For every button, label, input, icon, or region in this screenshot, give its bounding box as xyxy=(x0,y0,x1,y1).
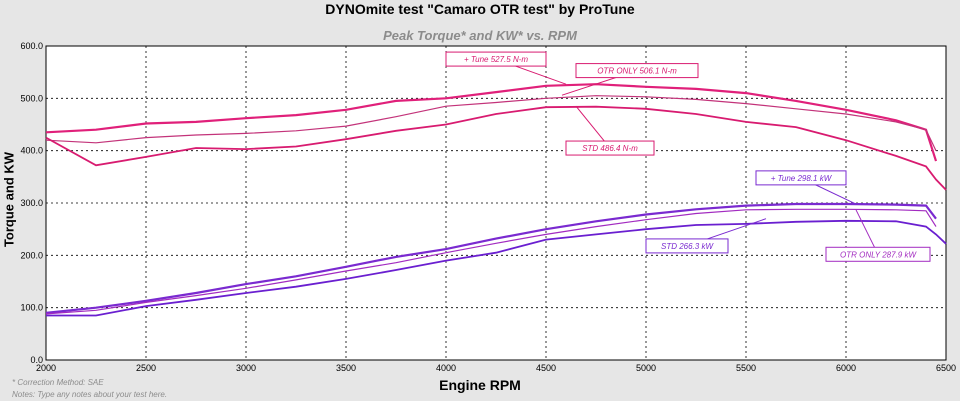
annotation-label: STD 266.3 kW xyxy=(661,242,714,251)
y-tick-label: 600.0 xyxy=(20,41,43,51)
x-tick-label: 5500 xyxy=(736,363,756,373)
annotation-label: + Tune 527.5 N-m xyxy=(464,55,528,64)
series-line-1 xyxy=(45,83,938,162)
annotation-label: OTR ONLY 506.1 N-m xyxy=(597,67,677,76)
series-line-6 xyxy=(46,219,947,317)
annotation-box xyxy=(445,51,547,67)
y-tick-label: 200.0 xyxy=(20,250,43,260)
annotation-label: STD 486.4 N-m xyxy=(582,144,638,153)
annotation-box xyxy=(645,238,729,254)
annotation-label: + Tune 298.1 kW xyxy=(771,174,833,183)
series-line-3 xyxy=(45,105,947,191)
x-axis-label: Engine RPM xyxy=(439,377,521,393)
series-line-5 xyxy=(45,208,937,315)
series-line-2 xyxy=(45,95,937,151)
annotation-box xyxy=(575,63,699,79)
annotation-box xyxy=(755,170,847,186)
annotation-box xyxy=(565,140,655,156)
x-tick-label: 2500 xyxy=(136,363,156,373)
chart-title: DYNOmite test "Camaro OTR test" by ProTu… xyxy=(325,1,635,17)
x-tick-label: 3000 xyxy=(236,363,256,373)
annotation-label: OTR ONLY 287.9 kW xyxy=(840,250,917,259)
y-tick-label: 500.0 xyxy=(20,93,43,103)
y-tick-label: 0.0 xyxy=(30,355,43,365)
x-tick-label: 6000 xyxy=(836,363,856,373)
chart-subtitle: Peak Torque* and KW* vs. RPM xyxy=(383,28,577,43)
x-tick-label: 3500 xyxy=(336,363,356,373)
series-line-4 xyxy=(45,202,937,314)
test-notes: Notes: Type any notes about your test he… xyxy=(12,390,168,399)
x-tick-label: 6500 xyxy=(936,363,956,373)
y-tick-label: 400.0 xyxy=(20,146,43,156)
x-tick-label: 4500 xyxy=(536,363,556,373)
y-tick-label: 300.0 xyxy=(20,198,43,208)
correction-note: * Correction Method: SAE xyxy=(12,378,104,387)
x-tick-label: 4000 xyxy=(436,363,456,373)
x-tick-label: 2000 xyxy=(36,363,56,373)
annotation-box xyxy=(825,246,931,262)
x-tick-label: 5000 xyxy=(636,363,656,373)
y-tick-label: 100.0 xyxy=(20,303,43,313)
